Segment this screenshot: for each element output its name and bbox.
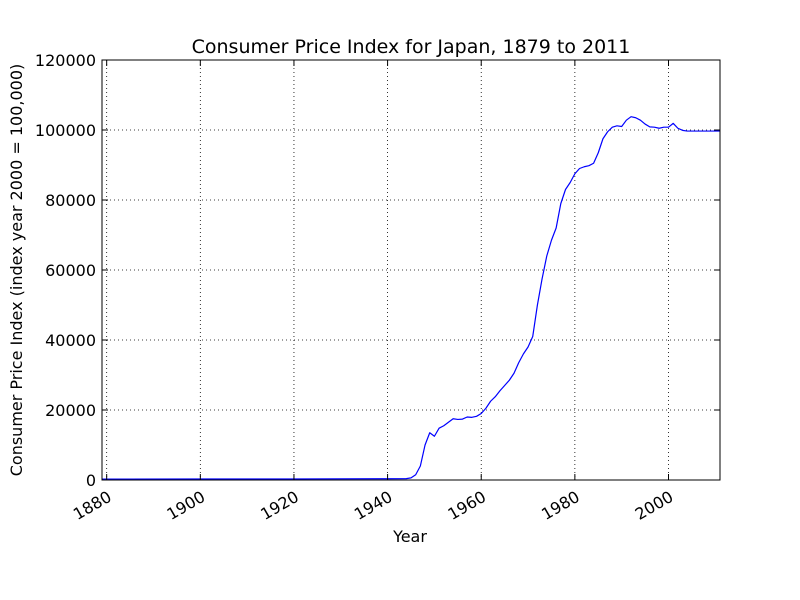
y-axis-label: Consumer Price Index (index year 2000 = …: [7, 64, 26, 477]
x-axis-label: Year: [392, 527, 427, 546]
y-tick-label: 120000: [35, 51, 96, 70]
y-tick-label: 40000: [45, 331, 96, 350]
series-line: [101, 116, 720, 480]
y-tick-label: 20000: [45, 401, 96, 420]
y-tick-label: 60000: [45, 261, 96, 280]
series-layer: [101, 116, 720, 480]
chart-title: Consumer Price Index for Japan, 1879 to …: [192, 36, 631, 58]
y-tick-label: 80000: [45, 191, 96, 210]
y-tick-label: 0: [86, 471, 96, 490]
y-tick-label: 100000: [35, 121, 96, 140]
